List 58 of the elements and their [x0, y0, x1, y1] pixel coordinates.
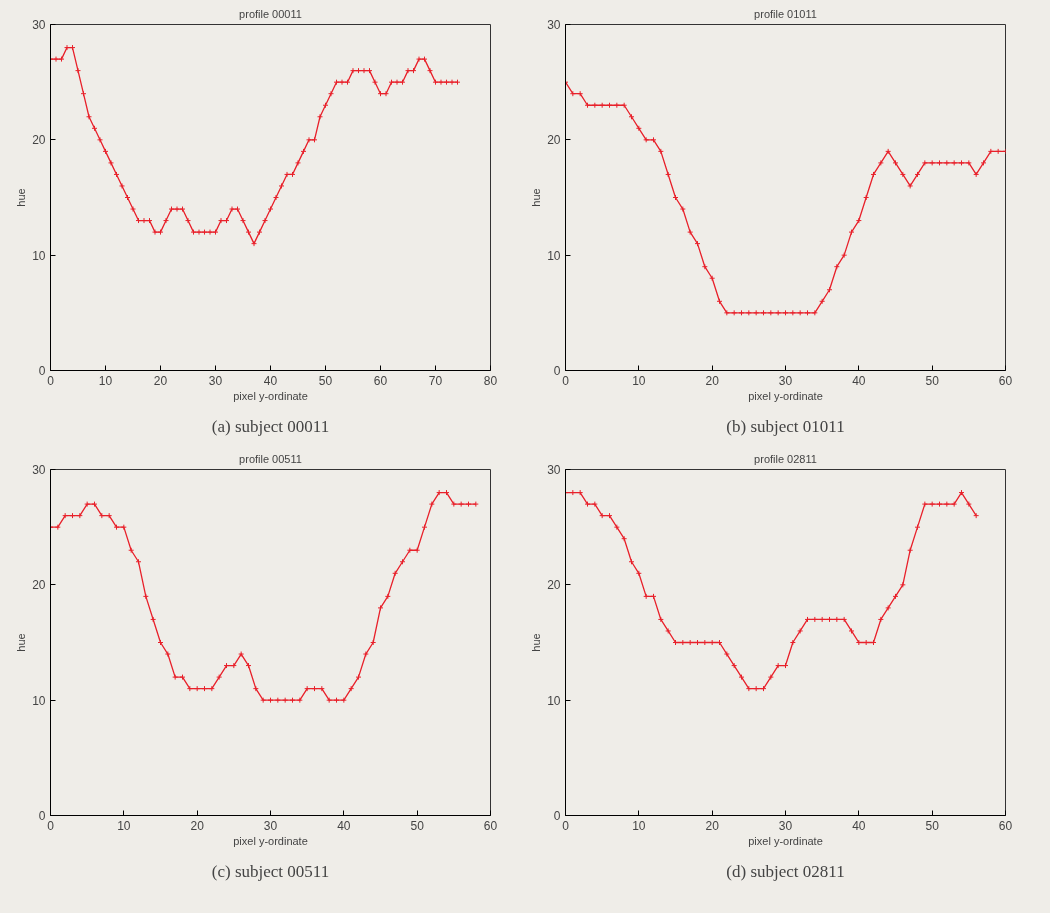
- x-tick-label: 20: [190, 818, 205, 833]
- x-tick-label: 30: [208, 373, 223, 388]
- x-tick-label: 80: [483, 373, 498, 388]
- x-tick-label: 10: [632, 373, 646, 388]
- x-axis-title: pixel y-ordinate: [748, 389, 823, 402]
- y-tick-label: 0: [553, 364, 561, 378]
- x-tick-label: 70: [428, 373, 443, 388]
- x-tick-label: 20: [705, 818, 720, 833]
- x-tick-label: 50: [318, 373, 333, 388]
- y-tick-label: 10: [547, 248, 561, 263]
- y-axis-title: hue: [530, 188, 543, 207]
- chart-title: profile 00511: [239, 452, 302, 465]
- y-tick-label: 0: [553, 809, 561, 823]
- y-tick-label: 30: [547, 463, 561, 477]
- x-tick-label: 10: [117, 818, 131, 833]
- x-tick-label: 10: [98, 373, 113, 388]
- y-tick-label: 30: [547, 18, 561, 32]
- y-tick-label: 0: [38, 364, 46, 378]
- y-tick-label: 30: [32, 18, 46, 32]
- x-tick-label: 60: [373, 373, 388, 388]
- x-tick-label: 60: [998, 373, 1013, 388]
- text: (d) subject 02811: [726, 861, 845, 881]
- x-tick-label: 50: [410, 818, 425, 833]
- text: (a) subject 00011: [211, 416, 330, 436]
- x-tick-label: 60: [998, 818, 1013, 833]
- x-tick-label: 60: [483, 818, 498, 833]
- y-tick-label: 20: [32, 133, 46, 148]
- x-tick-label: 10: [632, 818, 646, 833]
- x-axis-title: pixel y-ordinate: [233, 834, 308, 847]
- x-tick-label: 20: [705, 373, 720, 388]
- x-tick-label: 30: [778, 373, 793, 388]
- y-axis-title: hue: [530, 633, 543, 652]
- x-tick-label: 50: [925, 373, 940, 388]
- x-axis-title: pixel y-ordinate: [748, 834, 823, 847]
- x-tick-label: 30: [263, 818, 278, 833]
- y-tick-label: 10: [32, 693, 46, 708]
- y-tick-label: 30: [32, 463, 46, 477]
- y-axis-title: hue: [15, 188, 28, 207]
- text: (b) subject 01011: [726, 416, 845, 436]
- y-axis-title: hue: [15, 633, 28, 652]
- x-tick-label: 40: [852, 373, 866, 388]
- y-tick-label: 20: [547, 578, 561, 593]
- x-tick-label: 20: [153, 373, 168, 388]
- x-tick-label: 40: [263, 373, 278, 388]
- y-tick-label: 10: [32, 248, 46, 263]
- chart-title: profile 01011: [754, 7, 817, 20]
- chart-title: profile 02811: [754, 452, 817, 465]
- y-tick-label: 20: [547, 133, 561, 148]
- x-tick-label: 50: [925, 818, 940, 833]
- x-tick-label: 40: [337, 818, 351, 833]
- x-tick-label: 30: [778, 818, 793, 833]
- y-tick-label: 10: [547, 693, 561, 708]
- chart-title: profile 00011: [239, 7, 302, 20]
- x-axis-title: pixel y-ordinate: [233, 389, 308, 402]
- y-tick-label: 20: [32, 578, 46, 593]
- x-tick-label: 40: [852, 818, 866, 833]
- y-tick-label: 0: [38, 809, 46, 823]
- text: (c) subject 00511: [211, 861, 330, 881]
